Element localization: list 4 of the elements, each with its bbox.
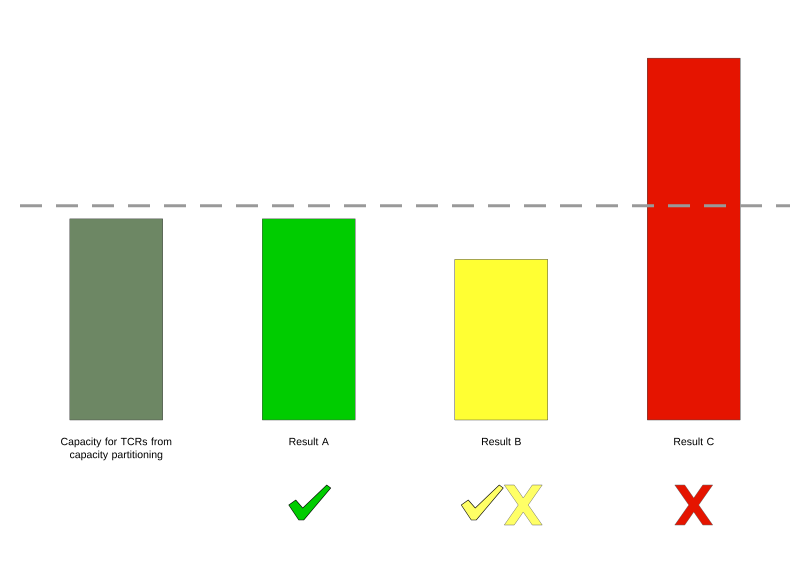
x-tick-label: Result C xyxy=(674,438,714,446)
x-tick-label: Result A xyxy=(289,438,329,446)
x-tick-label: Capacity for TCRs from capacity partitioning xyxy=(61,438,172,460)
x-tick-label: Result B xyxy=(482,438,521,446)
